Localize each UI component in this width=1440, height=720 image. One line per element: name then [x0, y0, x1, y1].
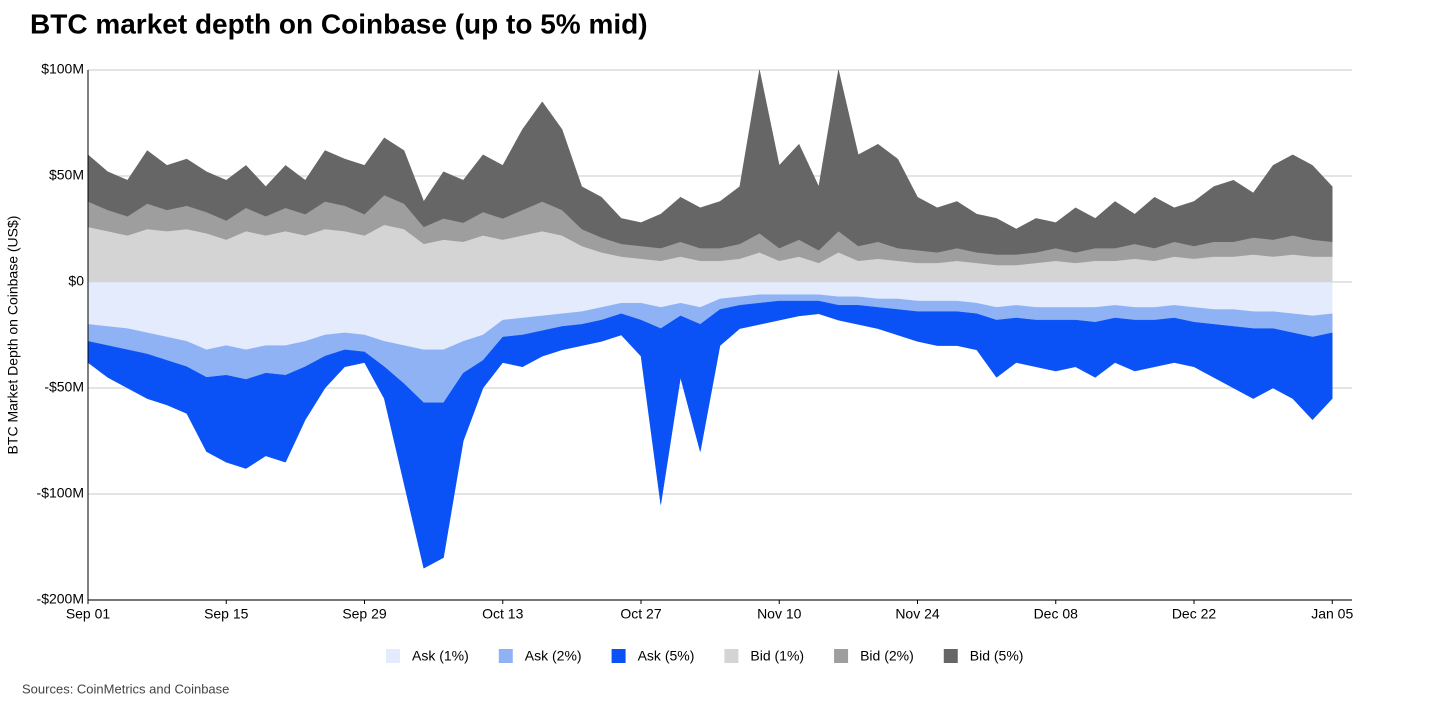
- legend-label: Ask (1%): [412, 648, 469, 664]
- source: Sources: CoinMetrics and Coinbase: [22, 681, 229, 696]
- x-tick-label: Jan 05: [1311, 606, 1353, 622]
- y-tick-label: -$100M: [37, 485, 84, 501]
- x-tick-label: Nov 10: [757, 606, 802, 622]
- y-axis-label: BTC Market Depth on Coinbase (US$): [5, 216, 21, 455]
- y-tick-label: $50M: [49, 167, 84, 183]
- x-tick-label: Oct 13: [482, 606, 523, 622]
- legend-swatch: [724, 649, 739, 663]
- x-tick-label: Sep 01: [66, 606, 111, 622]
- y-tick-label: $100M: [41, 61, 84, 77]
- chart-title: BTC market depth on Coinbase (up to 5% m…: [30, 8, 648, 39]
- area: [87, 69, 1333, 255]
- x-tick-label: Sep 15: [204, 606, 249, 622]
- x-tick-label: Nov 24: [895, 606, 940, 622]
- legend-swatch: [943, 649, 958, 663]
- x-tick-label: Oct 27: [620, 606, 661, 622]
- legend-label: Ask (2%): [525, 648, 582, 664]
- legend-swatch: [834, 649, 849, 663]
- x-tick-label: Dec 08: [1034, 606, 1079, 622]
- legend-label: Bid (2%): [860, 648, 914, 664]
- legend-label: Ask (5%): [638, 648, 695, 664]
- y-tick-label: $0: [68, 273, 84, 289]
- legend-swatch: [611, 649, 626, 663]
- legend-swatch: [386, 649, 400, 663]
- area: [87, 300, 1333, 569]
- x-tick-label: Sep 29: [342, 606, 387, 622]
- y-tick-label: -$200M: [37, 591, 84, 607]
- y-tick-label: -$50M: [44, 379, 84, 395]
- x-tick-label: Dec 22: [1172, 606, 1217, 622]
- legend-label: Bid (1%): [750, 648, 804, 664]
- legend-swatch: [498, 649, 513, 663]
- legend-label: Bid (5%): [970, 648, 1024, 664]
